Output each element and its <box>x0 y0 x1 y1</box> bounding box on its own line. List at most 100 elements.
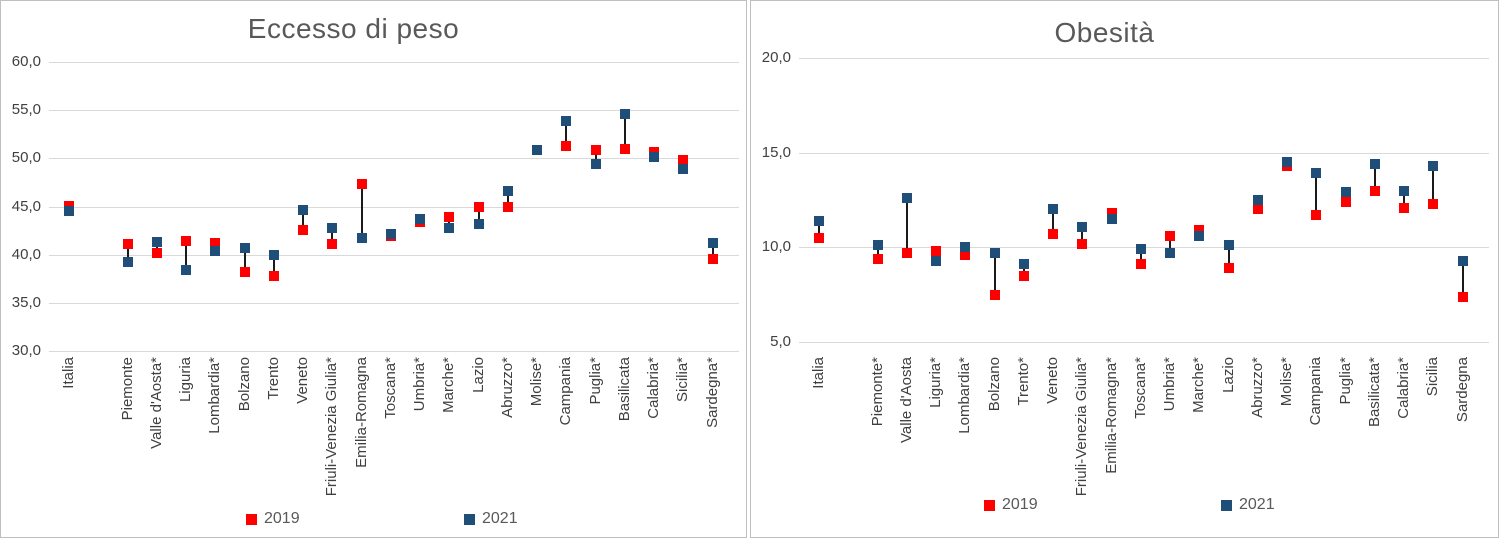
marker-2021 <box>1399 185 1409 196</box>
legend-item-2021[interactable]: 2021 <box>464 510 518 527</box>
plot-area: 30,0 35,0 40,0 45,0 50,0 55,0 60,0 Italia Piemon… <box>1 1 746 537</box>
category-label: Puglia* <box>586 357 604 405</box>
category-label: Trento <box>264 357 282 400</box>
marker-2021 <box>872 240 883 251</box>
marker-2021 <box>1340 187 1351 198</box>
category-label: Umbria* <box>411 357 428 412</box>
marker-2019 <box>1252 204 1263 215</box>
gridline <box>49 254 739 256</box>
connector-line <box>818 220 820 238</box>
marker-2019 <box>901 248 912 258</box>
marker-2019 <box>590 144 601 155</box>
marker-2021 <box>210 245 221 256</box>
category-label: Toscana* <box>1131 357 1149 419</box>
marker-2021 <box>649 152 659 163</box>
connector-line <box>711 243 714 259</box>
legend-item-2019[interactable]: 2019 <box>984 496 1038 513</box>
marker-2021 <box>1048 204 1058 215</box>
connector-line <box>905 198 908 253</box>
connector-line <box>1432 165 1435 204</box>
marker-2021 <box>707 238 718 249</box>
plot-area: 5,0 10,0 15,0 20,0 Italia Piemonte* Valle d'Ao… <box>751 1 1498 537</box>
connector-line <box>448 217 451 228</box>
marker-2019 <box>1135 259 1146 270</box>
marker-2019 <box>356 179 367 190</box>
category-label: Sardegna <box>1453 357 1471 423</box>
category-label: Friuli-Venezia Giulia* <box>1073 357 1091 497</box>
category-label: Lombardia* <box>956 357 974 434</box>
marker-2019 <box>122 239 133 250</box>
category-label: Sardegna* <box>703 357 721 428</box>
marker-2019 <box>1457 291 1468 302</box>
connector-line <box>243 247 246 272</box>
y-tick-label: 35,0 <box>11 293 41 311</box>
gridline <box>49 351 739 352</box>
chart-panel-eccesso-di-peso[interactable]: Eccesso di peso 30,0 35,0 40,0 45,0 50,0 55,0… <box>0 0 747 538</box>
category-label: Abruzzo* <box>498 357 516 418</box>
marker-2019 <box>649 146 659 157</box>
chart-panel-obesita[interactable]: Obesità 5,0 10,0 15,0 20,0 Italia Piemonte* Va… <box>750 0 1499 538</box>
connector-line <box>876 245 879 259</box>
category-label: Marche* <box>440 357 458 413</box>
category-label: Calabria* <box>1395 357 1412 419</box>
marker-2019 <box>1223 263 1234 274</box>
category-label: Sicilia* <box>674 357 692 403</box>
legend-swatch-2021-icon <box>464 513 475 525</box>
marker-2019 <box>814 232 824 243</box>
marker-2019 <box>298 224 308 235</box>
connector-line <box>126 244 129 263</box>
marker-2021 <box>385 229 396 240</box>
legend-item-2021[interactable]: 2021 <box>1221 496 1275 513</box>
marker-2021 <box>1369 159 1380 170</box>
marker-2019 <box>1048 229 1058 240</box>
connector-line <box>331 227 334 245</box>
marker-2021 <box>960 242 971 253</box>
marker-2019 <box>327 239 338 250</box>
category-label: Molise* <box>528 357 545 407</box>
category-label: Basilicata* <box>1365 357 1383 428</box>
marker-2021 <box>901 193 912 204</box>
legend-label: 2019 <box>264 510 300 527</box>
y-tick-label: 20,0 <box>761 49 791 66</box>
connector-line <box>302 210 304 230</box>
connector-line <box>1373 164 1376 191</box>
marker-2021 <box>814 215 824 226</box>
category-label: Lazio <box>469 357 487 393</box>
marker-2021 <box>678 163 689 174</box>
marker-2021 <box>1457 255 1468 266</box>
chart-title: Eccesso di peso <box>247 13 460 44</box>
category-label: Toscana* <box>381 357 399 419</box>
marker-2021 <box>561 115 572 126</box>
marker-2019 <box>619 143 630 154</box>
marker-2021 <box>268 249 279 260</box>
legend-label: 2021 <box>1239 496 1275 513</box>
marker-2021 <box>473 218 484 229</box>
category-label: Molise* <box>1278 357 1295 407</box>
y-tick-label: 15,0 <box>761 143 791 161</box>
legend-swatch-2019-icon <box>246 513 257 525</box>
connector-line <box>272 254 275 276</box>
marker-2021 <box>298 205 308 216</box>
marker-2021 <box>1077 221 1088 232</box>
y-tick-label: 5,0 <box>770 333 791 350</box>
marker-2019 <box>1077 238 1088 249</box>
marker-2019 <box>1428 198 1439 209</box>
connector-line <box>477 206 480 224</box>
marker-2019 <box>561 140 572 151</box>
y-tick-label: 50,0 <box>11 149 41 167</box>
category-label: Sicilia <box>1424 357 1442 397</box>
category-label: Veneto <box>1044 357 1061 404</box>
category-label: Calabria* <box>645 357 662 419</box>
category-label: Lombardia* <box>206 357 224 434</box>
category-label: Veneto <box>294 357 311 404</box>
legend-item-2019[interactable]: 2019 <box>246 510 300 527</box>
marker-2021 <box>1194 230 1205 241</box>
connector-line <box>1169 235 1171 253</box>
marker-2019 <box>1369 185 1380 196</box>
marker-2019 <box>181 236 191 247</box>
gridline <box>49 158 739 160</box>
category-label: Puglia* <box>1336 357 1354 405</box>
connector-line <box>565 120 568 146</box>
category-label: Campania <box>1307 357 1325 426</box>
marker-2021 <box>64 206 74 217</box>
